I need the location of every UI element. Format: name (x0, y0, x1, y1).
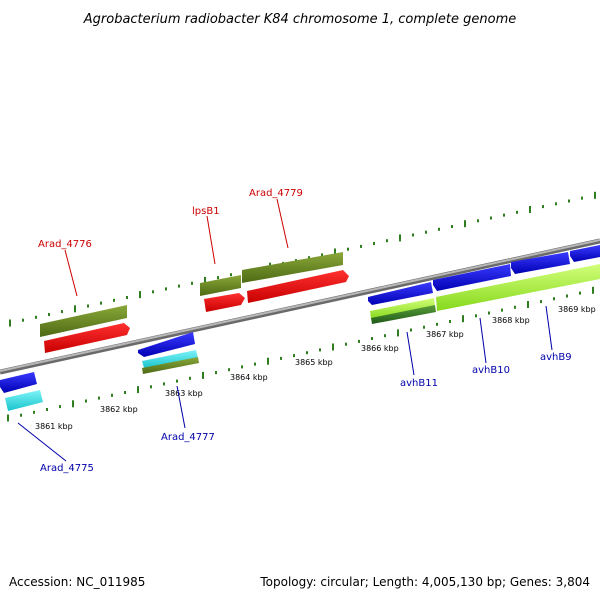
backbone (0, 238, 600, 375)
lower-tick-row (7, 286, 594, 422)
scale-label: 3862 kbp (100, 405, 138, 414)
gene-feature[interactable] (5, 390, 43, 411)
gene-feature[interactable] (242, 252, 343, 283)
scale-label: 3864 kbp (230, 373, 268, 382)
gene-feature[interactable] (368, 282, 433, 305)
gene-feature[interactable] (371, 305, 436, 324)
gene-labels: Arad_4776 lpsB1 Arad_4779 Arad_4775 Arad… (38, 188, 572, 474)
gene-feature[interactable] (204, 293, 245, 312)
gene-feature[interactable] (44, 323, 130, 353)
gene-label[interactable]: Arad_4777 (161, 432, 215, 443)
gene-label[interactable]: avhB9 (540, 352, 572, 363)
gene-feature[interactable] (138, 332, 195, 357)
gene-feature[interactable] (370, 298, 435, 319)
gene-feature[interactable] (142, 357, 199, 374)
gene-label[interactable]: lpsB1 (192, 206, 220, 217)
topology-text: Topology: circular; Length: 4,005,130 bp… (259, 575, 590, 589)
gene-label[interactable]: avhB10 (472, 365, 510, 376)
gene-feature[interactable] (570, 245, 600, 262)
gene-label[interactable]: Arad_4776 (38, 239, 92, 250)
scale-label: 3861 kbp (35, 422, 73, 431)
scale-label: 3866 kbp (361, 344, 399, 353)
map-title: Agrobacterium radiobacter K84 chromosome… (83, 12, 516, 27)
gene-feature[interactable] (0, 372, 37, 393)
scale-label: 3867 kbp (426, 330, 464, 339)
label-leaders (17, 198, 553, 462)
gene-feature[interactable] (433, 264, 511, 291)
scale-label: 3865 kbp (295, 358, 333, 367)
gene-feature[interactable] (511, 252, 570, 274)
gene-feature[interactable] (142, 350, 198, 368)
scale-labels: 3861 kbp 3862 kbp 3863 kbp 3864 kbp 3865… (35, 305, 596, 431)
gene-label[interactable]: avhB11 (400, 378, 438, 389)
gene-feature[interactable] (200, 275, 241, 296)
gene-label[interactable]: Arad_4775 (40, 463, 94, 474)
accession-text: Accession: NC_011985 (9, 575, 145, 589)
gene-feature[interactable] (40, 305, 127, 337)
gene-label[interactable]: Arad_4779 (249, 188, 303, 199)
gene-feature[interactable] (247, 270, 349, 303)
scale-label: 3863 kbp (165, 389, 203, 398)
scale-label: 3869 kbp (558, 305, 596, 314)
gene-feature[interactable] (436, 264, 600, 311)
scale-label: 3868 kbp (492, 316, 530, 325)
gene-features (0, 245, 600, 411)
